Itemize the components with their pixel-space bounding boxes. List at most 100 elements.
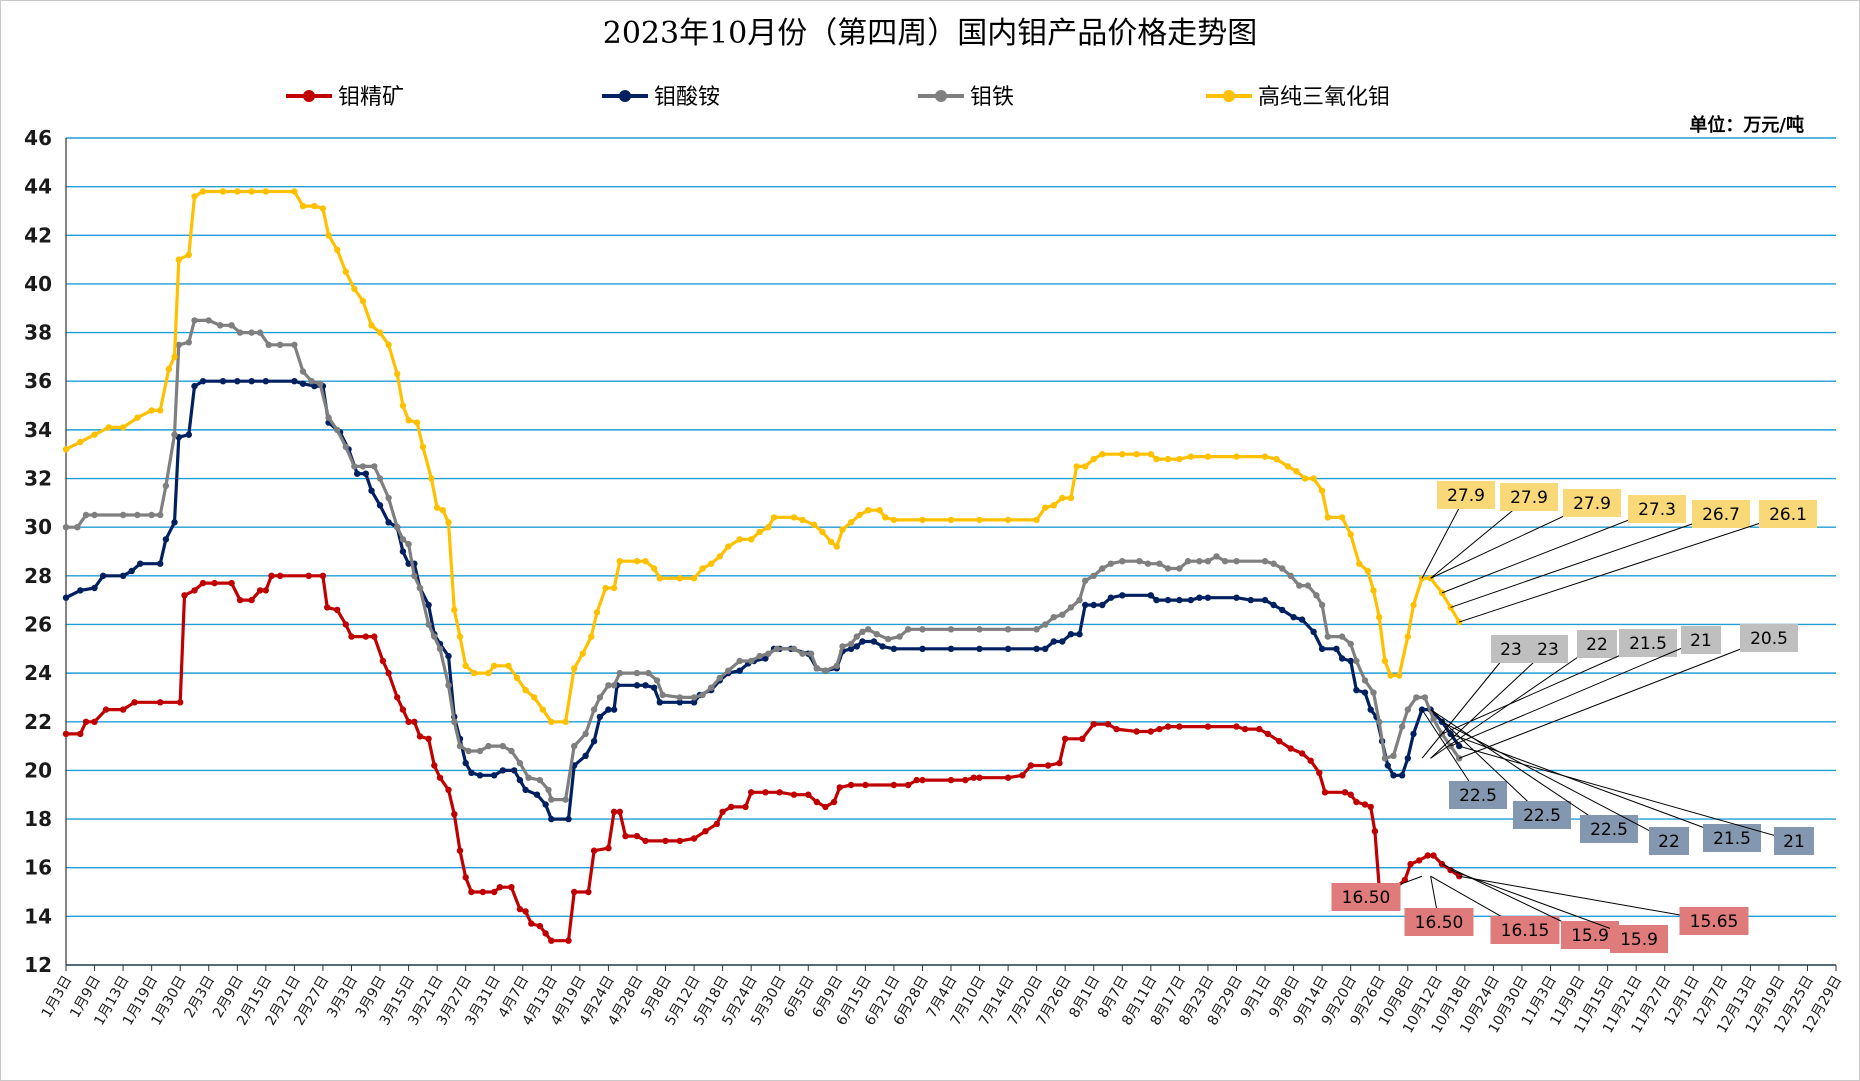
data-point <box>1347 640 1354 648</box>
annotation-leader <box>1441 721 1670 842</box>
y-tick-label: 16 <box>24 856 52 880</box>
data-point <box>1296 582 1303 589</box>
data-point <box>728 803 735 811</box>
data-point <box>1107 560 1115 567</box>
data-point <box>1298 616 1306 623</box>
data-point <box>1099 451 1106 458</box>
data-point <box>1176 723 1183 730</box>
data-point <box>385 494 392 502</box>
data-point <box>1042 645 1049 652</box>
data-point <box>1204 453 1212 460</box>
data-point <box>134 414 141 421</box>
data-point <box>462 759 469 767</box>
data-point <box>311 202 318 210</box>
data-point <box>199 378 207 385</box>
data-point <box>1430 852 1437 859</box>
annotation-box <box>1491 635 1531 663</box>
data-point <box>690 699 698 706</box>
data-point <box>405 560 412 567</box>
data-point <box>725 543 732 550</box>
y-tick-label: 40 <box>24 272 52 296</box>
data-point <box>571 665 578 672</box>
data-point <box>217 322 224 329</box>
data-point <box>1447 730 1454 738</box>
data-point <box>1164 723 1172 730</box>
data-point <box>505 662 512 669</box>
data-point <box>562 718 569 725</box>
data-point <box>1144 560 1152 567</box>
data-point <box>305 572 312 579</box>
data-point <box>291 378 298 385</box>
data-point <box>1113 725 1120 733</box>
data-point <box>531 694 538 701</box>
data-point <box>1307 757 1314 764</box>
data-point <box>351 463 358 470</box>
annotation-label: 26.7 <box>1702 505 1740 525</box>
data-point <box>1153 455 1160 463</box>
annotation-box <box>1437 481 1495 509</box>
data-point <box>1370 689 1377 696</box>
data-point <box>790 645 798 652</box>
data-point <box>725 667 732 674</box>
data-point <box>228 579 235 587</box>
data-point <box>548 718 555 725</box>
data-point <box>1390 772 1397 779</box>
data-point <box>508 747 515 755</box>
data-point <box>1196 558 1203 565</box>
y-tick-label: 38 <box>24 321 52 345</box>
data-point <box>468 888 475 896</box>
annotation-label: 26.1 <box>1769 505 1807 525</box>
annotation-box <box>1692 500 1750 528</box>
data-point <box>1059 638 1066 645</box>
data-point <box>610 682 618 689</box>
data-point <box>1287 572 1294 579</box>
data-point <box>1404 706 1412 713</box>
annotation-label: 27.9 <box>1510 488 1548 508</box>
annotation-label: 15.9 <box>1571 926 1609 946</box>
data-point <box>1398 723 1406 730</box>
data-point <box>476 772 484 779</box>
data-point <box>708 684 715 691</box>
data-point <box>236 596 244 604</box>
data-point <box>1396 672 1403 679</box>
data-point <box>199 188 207 195</box>
data-point <box>762 789 769 796</box>
data-point <box>976 516 983 524</box>
data-point <box>462 662 469 669</box>
data-point <box>919 516 926 524</box>
annotation-box <box>1528 635 1568 663</box>
data-point <box>1270 601 1277 609</box>
data-point <box>191 587 198 594</box>
data-point <box>1356 560 1363 567</box>
data-point <box>1067 631 1075 638</box>
data-point <box>425 621 432 628</box>
data-point <box>319 205 327 212</box>
data-point <box>822 667 829 674</box>
annotation-label: 22 <box>1658 832 1680 852</box>
data-point <box>847 645 855 652</box>
data-point <box>1264 730 1272 738</box>
data-point <box>1076 596 1083 604</box>
annotation-box <box>1563 489 1621 517</box>
data-point <box>1338 514 1346 521</box>
data-point <box>248 329 255 336</box>
data-point <box>1421 694 1429 701</box>
annotation-leader <box>1450 869 1640 940</box>
data-point <box>790 791 798 798</box>
data-point <box>471 669 478 677</box>
data-point <box>177 699 184 706</box>
data-point <box>385 519 392 526</box>
data-point <box>399 706 407 713</box>
annotation-leader <box>1450 513 1722 608</box>
data-point <box>610 584 618 592</box>
annotation-leader <box>1441 508 1658 594</box>
data-point <box>1404 633 1412 640</box>
data-point <box>947 645 955 652</box>
data-point <box>1204 558 1212 565</box>
data-point <box>528 920 535 927</box>
data-point <box>137 560 144 567</box>
data-point <box>976 645 983 652</box>
data-point <box>736 536 743 543</box>
data-point <box>191 317 198 324</box>
